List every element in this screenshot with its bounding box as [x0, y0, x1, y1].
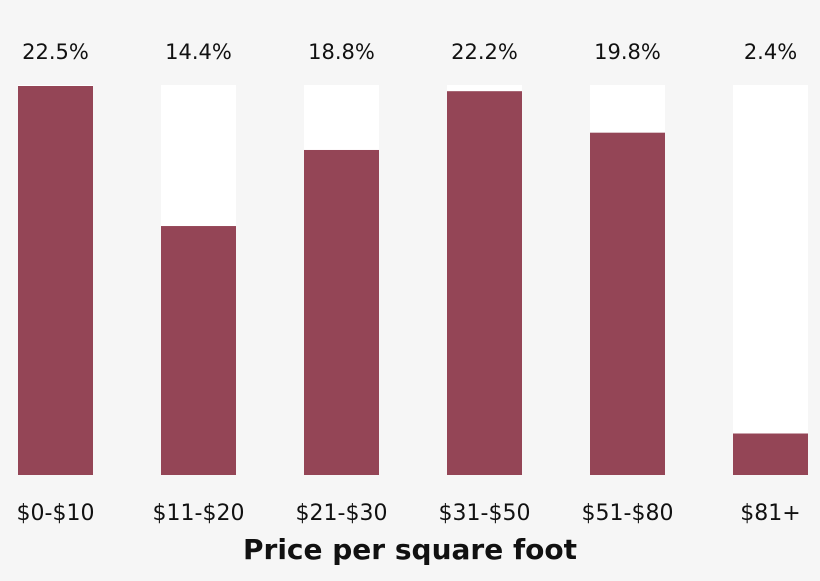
value-label: 22.2% — [451, 40, 518, 64]
bar — [447, 91, 522, 475]
x-tick-label: $21-$30 — [296, 501, 388, 526]
x-tick-label: $31-$50 — [439, 501, 531, 526]
bar — [733, 433, 808, 475]
value-label: 22.5% — [22, 40, 89, 64]
x-tick-label: $0-$10 — [17, 501, 95, 526]
value-label: 19.8% — [594, 40, 661, 64]
bar — [304, 149, 379, 476]
bar — [590, 132, 665, 475]
x-axis-title: Price per square foot — [243, 533, 577, 566]
bar — [18, 86, 93, 475]
value-label: 2.4% — [744, 40, 797, 64]
x-tick-label: $81+ — [740, 501, 800, 526]
value-label: 18.8% — [308, 40, 375, 64]
value-label: 14.4% — [165, 40, 232, 64]
x-tick-label: $51-$80 — [582, 501, 674, 526]
bar — [161, 226, 236, 475]
x-tick-label: $11-$20 — [153, 501, 245, 526]
bar-track — [733, 85, 808, 475]
